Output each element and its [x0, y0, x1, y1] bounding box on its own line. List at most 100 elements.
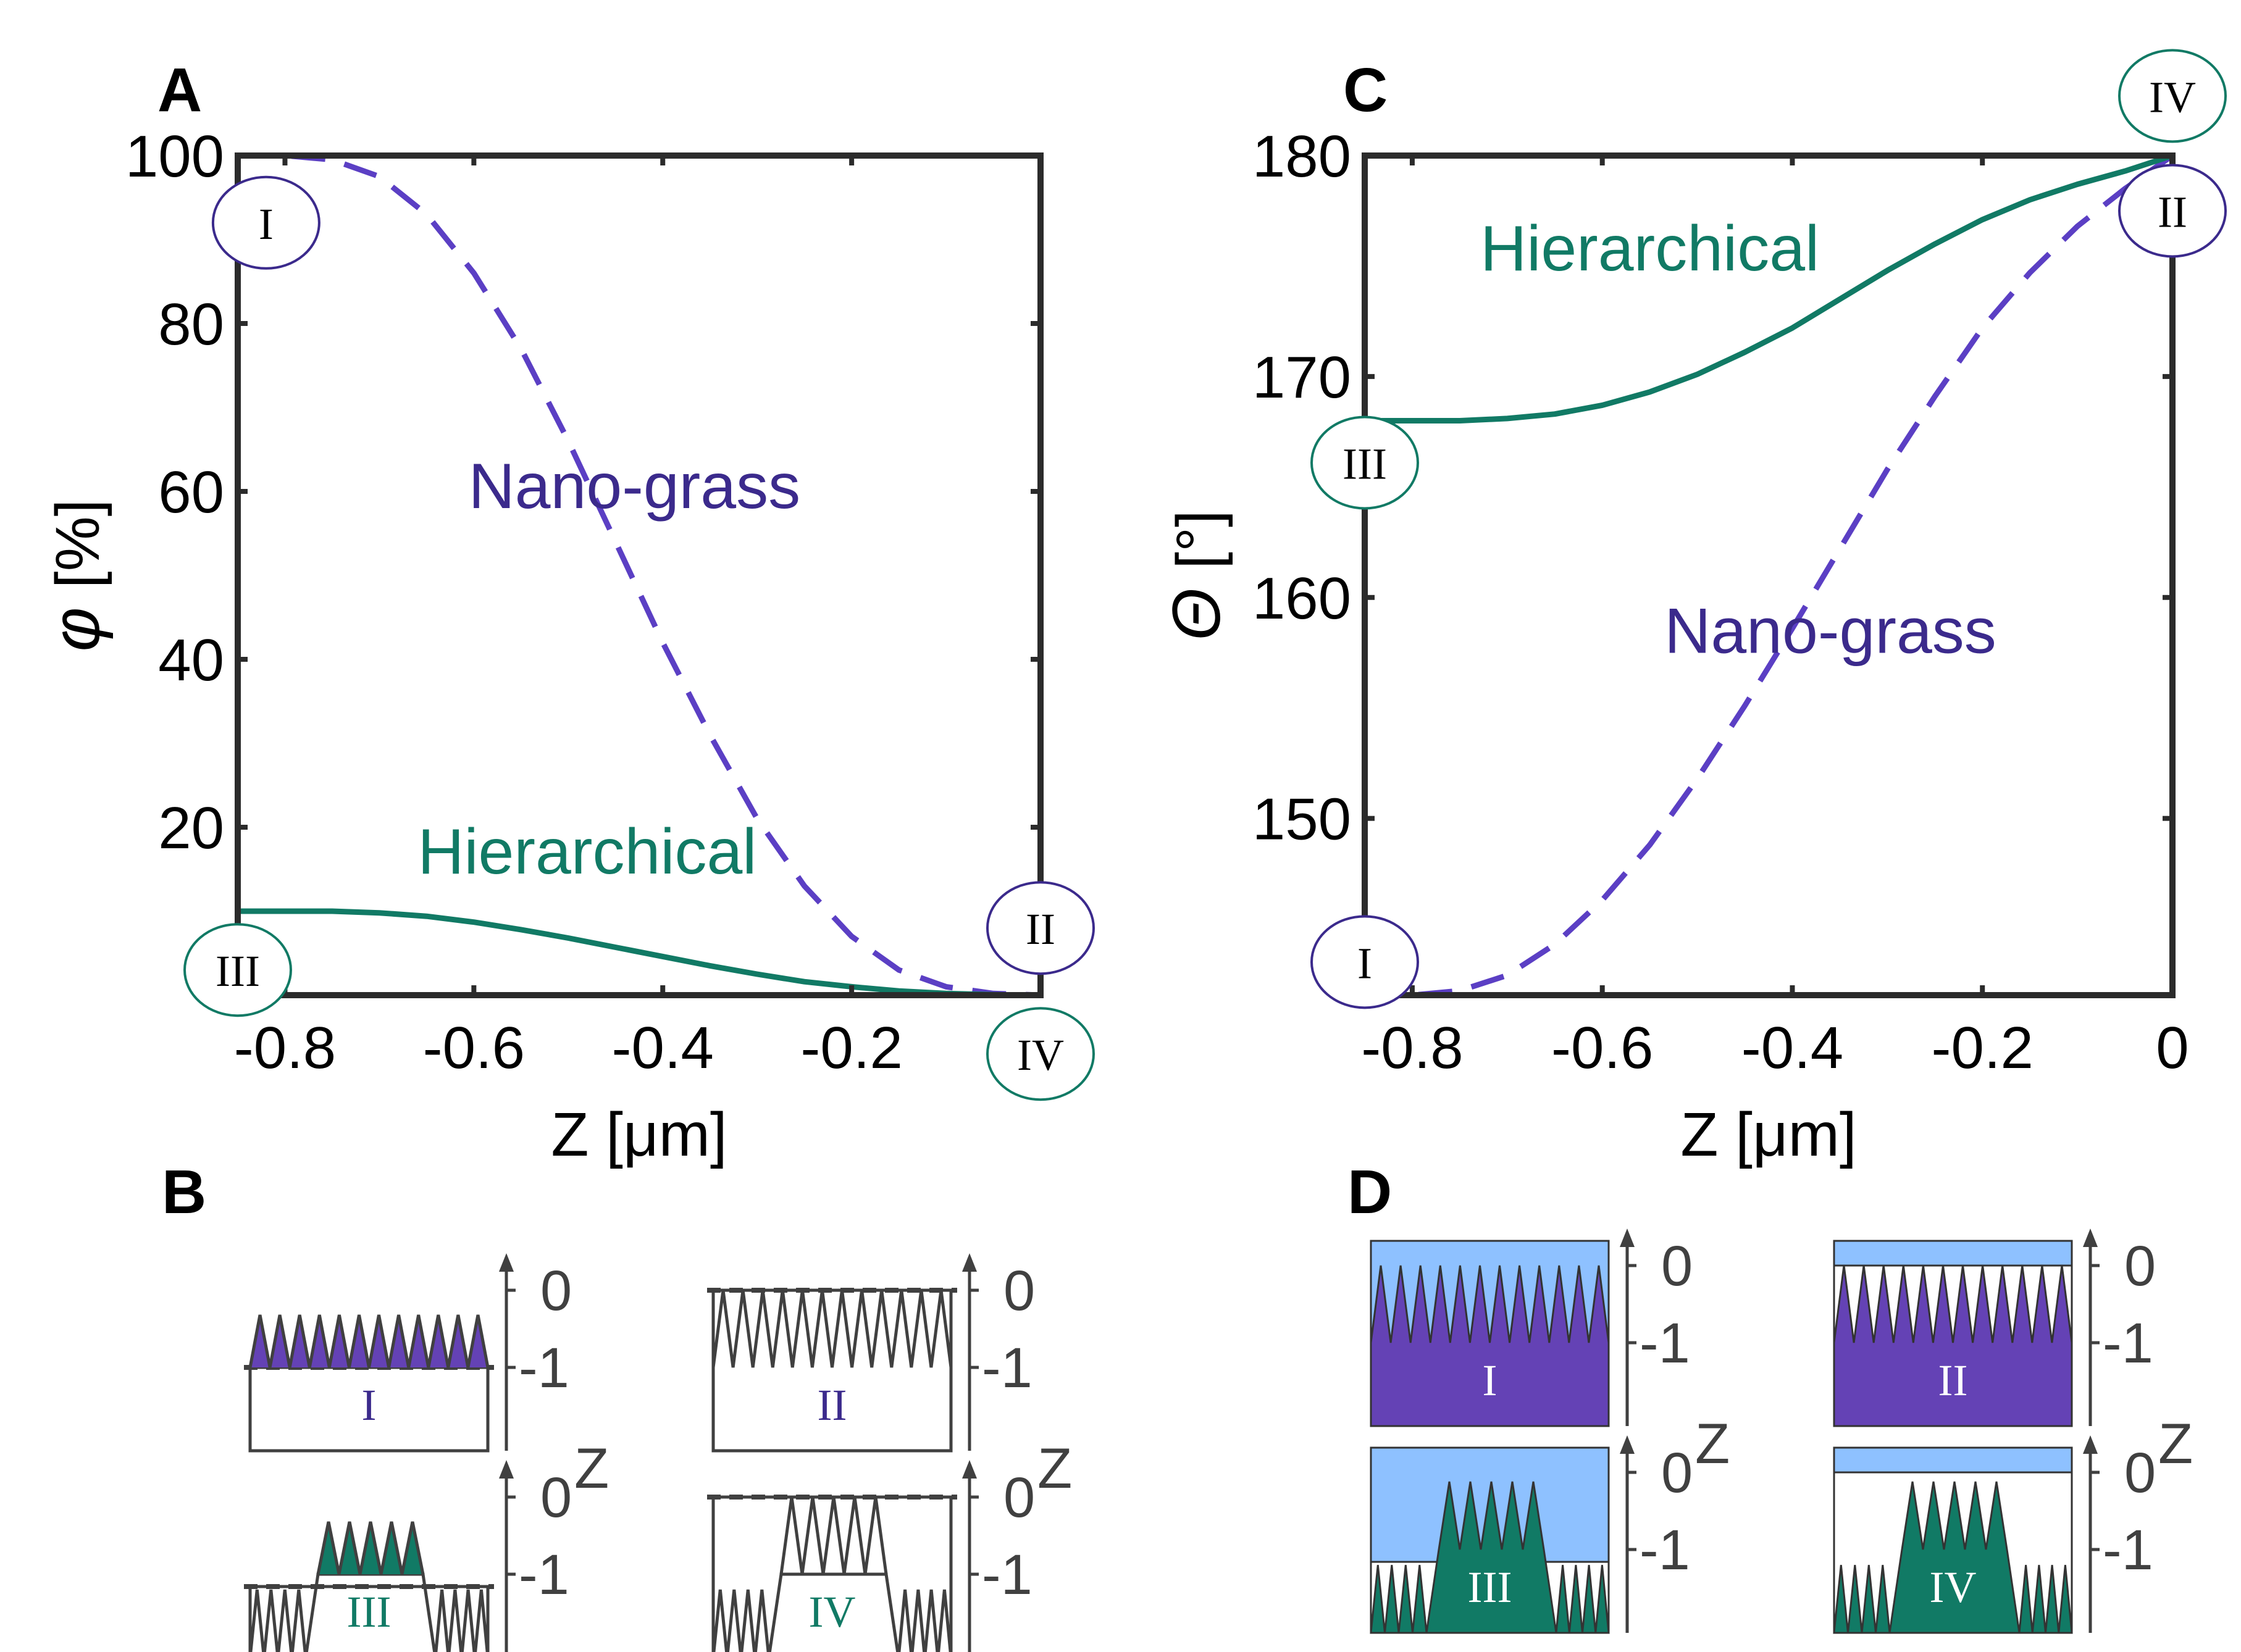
schematic-d-item-label: I: [1483, 1356, 1497, 1405]
schematic-b-z-axis-letter: Z: [574, 1437, 609, 1500]
schematic-d-water-layer: [1833, 1240, 2073, 1267]
schematic-d-item-label: II: [1938, 1356, 1968, 1405]
chart-a-state-marker-label: II: [1026, 904, 1055, 954]
schematic-b-z-tick-label-minus-1: -1: [982, 1337, 1033, 1400]
schematic-d-nanograss-surface: [1370, 1265, 1610, 1427]
chart-a-x-tick-label: -0.4: [612, 1015, 714, 1081]
chart-a-state-marker: [986, 881, 1095, 975]
schematic-d-z-tick-label-minus-1: -1: [2103, 1519, 2153, 1582]
chart-c-x-tick-label: -0.2: [1932, 1015, 2034, 1081]
schematic-d-z-tick-label-0: 0: [1661, 1441, 1693, 1504]
chart-a-y-axis-symbol: φ: [38, 588, 114, 651]
chart-c-state-marker-label: I: [1357, 938, 1372, 988]
chart-c-state-marker: [1310, 915, 1419, 1009]
schematic-b-item-label: II: [818, 1380, 847, 1430]
chart-a-state-marker: [986, 1007, 1095, 1101]
chart-c-y-axis-label: Θ [°]: [1158, 510, 1234, 641]
chart-a-y-tick-label: 40: [158, 627, 224, 693]
schematic-d-z-tick-label-0: 0: [2124, 1235, 2156, 1298]
chart-a-axes-frame: [235, 152, 1044, 998]
panel-letter-b: B: [162, 1158, 206, 1227]
chart-a-y-axis-unit: [%]: [43, 499, 112, 588]
schematic-b-substrate-box: [248, 1585, 490, 1652]
chart-c-x-tick-label: -0.6: [1551, 1015, 1653, 1081]
schematic-d-z-axis-arrow: [2083, 1229, 2098, 1247]
schematic-d-z-axis-arrow: [1620, 1435, 1635, 1454]
schematic-b-nanograss-surface: [248, 1314, 490, 1368]
chart-c-x-axis-label: Z [μm]: [1680, 1100, 1856, 1169]
schematic-d-item-iii: III 0 -1: [1370, 1435, 1693, 1634]
chart-a-state-marker-label: IV: [1017, 1030, 1064, 1080]
schematic-b-item-label: IV: [809, 1587, 856, 1637]
schematic-d-z-axis-letter: Z: [2158, 1412, 2193, 1475]
chart-a-y-tick-label: 100: [125, 123, 224, 190]
chart-c-y-tick-label: 160: [1252, 565, 1351, 632]
chart-c-y-tick-label: 170: [1252, 344, 1351, 411]
schematic-b-z-axis-arrow: [499, 1460, 514, 1479]
chart-a-state-marker-label: I: [259, 199, 274, 249]
schematic-d-item-i: I 0 -1Z: [1370, 1229, 1730, 1475]
schematic-d-hierarchical-surface: [1370, 1481, 1610, 1634]
chart-a-series-line-nano-grass: [238, 152, 1041, 998]
chart-c-axes-frame: [1362, 152, 2176, 998]
chart-a-x-axis-label: Z [μm]: [551, 1100, 727, 1169]
schematic-b-z-tick-label-minus-1: -1: [982, 1543, 1033, 1606]
schematic-b-item-i: I 0 -1Z: [244, 1253, 609, 1500]
schematic-b-z-axis-arrow: [962, 1460, 977, 1479]
chart-c-y-axis-symbol: Θ: [1158, 569, 1234, 641]
chart-c-series-annotation: Hierarchical: [1480, 213, 1819, 285]
schematic-b-base-grass-right: [897, 1589, 952, 1652]
schematic-b-base-grass-right: [434, 1589, 489, 1652]
chart-a-y-tick-label: 20: [158, 795, 224, 861]
schematic-d-z-tick-label-minus-1: -1: [1640, 1312, 1690, 1375]
schematic-d-water-layer: [1833, 1446, 2073, 1474]
schematic-b-z-tick-label-minus-1: -1: [519, 1337, 569, 1400]
schematic-b-pillar-grass: [779, 1496, 888, 1575]
chart-c-y-tick-label: 180: [1252, 123, 1351, 190]
schematic-b-nanograss-surface: [711, 1290, 953, 1368]
schematic-d-hierarchical-surface: [1833, 1481, 2073, 1634]
schematic-b-base-grass-left: [712, 1589, 770, 1652]
chart-a-state-marker: [211, 175, 320, 270]
schematic-d-item-label: III: [1468, 1562, 1512, 1612]
schematic-b-z-axis-letter: Z: [1037, 1437, 1072, 1500]
panel-letter-a: A: [157, 56, 202, 125]
chart-a-x-tick-label: -0.8: [234, 1015, 336, 1081]
schematic-d-item-iv: IV 0 -1: [1833, 1435, 2156, 1634]
chart-c-y-tick-label: 150: [1252, 786, 1351, 853]
schematic-b-base-grass-left: [249, 1589, 307, 1652]
chart-a-y-axis-label: φ [%]: [38, 499, 114, 652]
schematic-d-z-tick-label-minus-1: -1: [1640, 1519, 1690, 1582]
schematic-d-z-tick-label-0: 0: [1661, 1235, 1693, 1298]
schematic-b-z-tick-label-0: 0: [540, 1259, 572, 1322]
chart-a-x-tick-label: -0.6: [423, 1015, 525, 1081]
chart-a-x-tick-label: -0.2: [800, 1015, 902, 1081]
panel-letter-c: C: [1343, 56, 1388, 125]
schematic-d-z-tick-label-minus-1: -1: [2103, 1312, 2153, 1375]
chart-c-series-line-nano-grass: [1365, 153, 2174, 998]
schematic-d-z-axis-letter: Z: [1695, 1412, 1730, 1475]
chart-c-state-marker: [2118, 164, 2227, 258]
schematic-b-item-label: I: [362, 1380, 377, 1430]
chart-a: -0.8 -0.6 -0.4 -0.2 20 40 60 80 100 Z [μm] φ [%] Na…: [38, 123, 1095, 1169]
schematic-b-z-axis-arrow: [962, 1253, 977, 1272]
chart-a-y-tick-label: 80: [158, 291, 224, 357]
schematic-b-substrate-box: [711, 1288, 953, 1453]
schematic-b-z-axis-arrow: [499, 1253, 514, 1272]
chart-c-state-marker: [1310, 415, 1419, 510]
chart-c-y-axis-unit: [°]: [1164, 510, 1233, 569]
chart-c-series-annotation: Nano-grass: [1664, 595, 1996, 667]
chart-a-state-marker: [183, 923, 292, 1017]
chart-a-series-annotation: Nano-grass: [469, 451, 801, 522]
schematic-b-pillar-body: [768, 1572, 900, 1652]
schematic-d-z-tick-label-0: 0: [2124, 1441, 2156, 1504]
schematic-d-item-label: IV: [1930, 1562, 1977, 1612]
chart-a-y-tick-label: 60: [158, 459, 224, 525]
schematic-d-z-axis-arrow: [1620, 1229, 1635, 1247]
schematic-d-water-layer: [1370, 1240, 1610, 1344]
schematic-b-pillar-grass: [316, 1521, 425, 1575]
chart-c-state-marker: [2118, 49, 2227, 143]
chart-c-state-marker-label: II: [2158, 187, 2187, 236]
